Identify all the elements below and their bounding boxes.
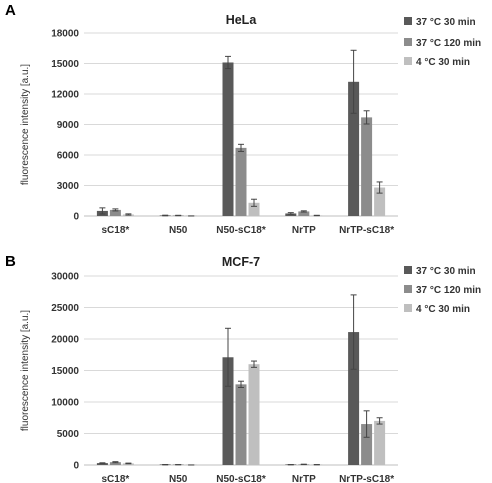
legend-swatch <box>404 17 412 25</box>
y-axis-label: fluorescence intensity [a.u.] <box>20 310 31 431</box>
y-tick-label: 30000 <box>51 272 79 283</box>
y-tick-label: 9000 <box>57 120 80 131</box>
bar <box>109 209 121 216</box>
legend-label: 37 °C 30 min <box>416 17 476 28</box>
category-label: sC18* <box>101 225 129 236</box>
legend-label: 37 °C 30 min <box>416 266 476 277</box>
category-label: NrTP <box>292 225 316 236</box>
legend-swatch <box>404 38 412 46</box>
bar <box>248 202 260 216</box>
y-tick-label: 10000 <box>51 398 79 409</box>
legend-label: 37 °C 120 min <box>416 38 481 49</box>
y-tick-label: 18000 <box>51 29 79 40</box>
bar <box>361 117 373 216</box>
y-tick-label: 20000 <box>51 335 79 346</box>
category-label: sC18* <box>101 474 129 483</box>
y-tick-label: 6000 <box>57 151 80 162</box>
bar <box>235 384 247 465</box>
y-tick-label: 12000 <box>51 90 79 101</box>
legend-label: 37 °C 120 min <box>416 285 481 296</box>
y-tick-label: 15000 <box>51 366 79 377</box>
legend-label: 4 °C 30 min <box>416 57 470 68</box>
bar <box>361 424 373 465</box>
y-tick-label: 5000 <box>57 429 80 440</box>
bar <box>235 147 247 216</box>
bar <box>96 463 108 465</box>
y-tick-label: 3000 <box>57 181 80 192</box>
legend-label: 4 °C 30 min <box>416 304 470 315</box>
chart-title: HeLa <box>226 13 258 27</box>
bar <box>222 357 234 465</box>
bar <box>109 462 121 465</box>
panel-label: B <box>5 253 16 270</box>
category-label: NrTP-sC18* <box>339 474 394 483</box>
category-label: N50-sC18* <box>216 225 266 236</box>
y-axis-label: fluorescence intensity [a.u.] <box>20 64 31 185</box>
y-tick-label: 0 <box>73 212 79 223</box>
category-label: N50 <box>169 474 188 483</box>
legend-swatch <box>404 266 412 274</box>
bar <box>348 81 360 216</box>
bar <box>222 62 234 216</box>
category-label: N50-sC18* <box>216 474 266 483</box>
bar <box>374 420 386 465</box>
legend-swatch <box>404 304 412 312</box>
legend-swatch <box>404 285 412 293</box>
chart-title: MCF-7 <box>222 255 260 269</box>
bar <box>374 187 386 216</box>
bar <box>348 332 360 465</box>
bar <box>298 211 310 216</box>
category-label: NrTP <box>292 474 316 483</box>
legend-swatch <box>404 57 412 65</box>
y-tick-label: 0 <box>73 461 79 472</box>
y-tick-label: 25000 <box>51 303 79 314</box>
category-label: N50 <box>169 225 188 236</box>
bar <box>248 364 260 465</box>
category-label: NrTP-sC18* <box>339 225 394 236</box>
panel-label: A <box>5 2 16 19</box>
y-tick-label: 15000 <box>51 59 79 70</box>
